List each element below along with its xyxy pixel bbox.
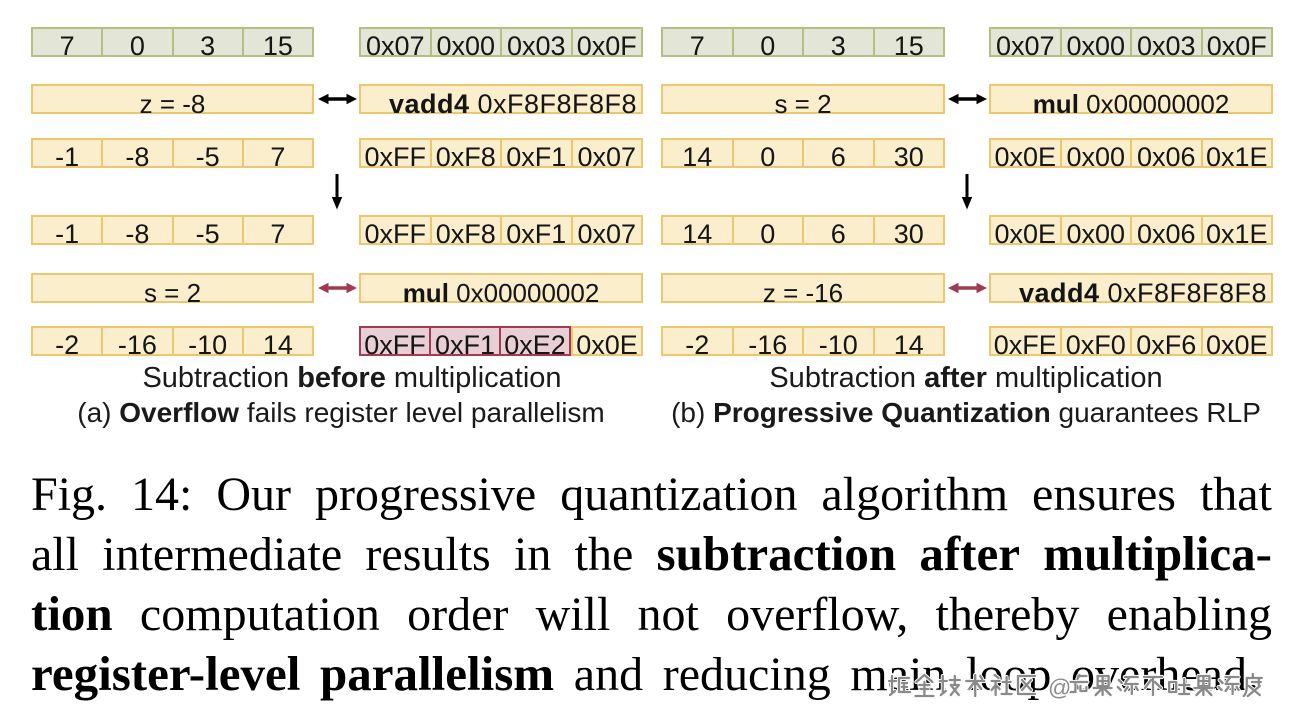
svg-text:@: @ — [1048, 675, 1071, 701]
